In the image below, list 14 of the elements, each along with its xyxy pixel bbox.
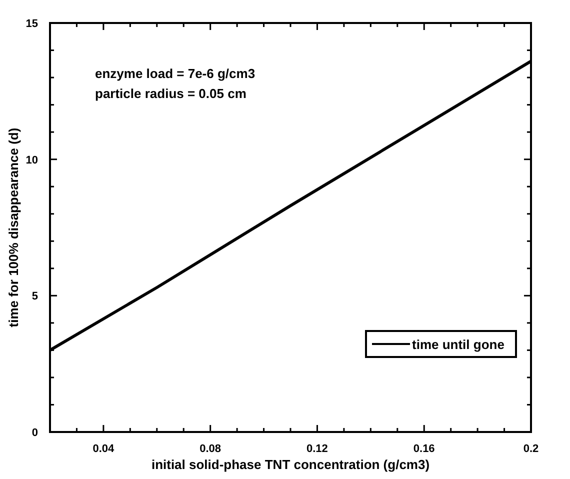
annotation: enzyme load = 7e-6 g/cm3 (95, 66, 256, 81)
x-tick-label: 0.12 (306, 443, 328, 455)
y-axis-title: time for 100% disappearance (d) (6, 128, 21, 328)
y-tick-label: 0 (32, 427, 38, 439)
y-tick-label: 5 (32, 290, 38, 303)
x-tick-label: 0.04 (92, 443, 116, 455)
x-axis-title: initial solid-phase TNT concentration (g/cm3) (151, 457, 430, 472)
annotation: particle radius = 0.05 cm (95, 86, 246, 101)
x-tick-label: 0.08 (200, 443, 222, 455)
x-tick-label: 0.2 (523, 443, 539, 455)
x-tick-label: 0.16 (413, 443, 435, 455)
legend-label: time until gone (412, 337, 504, 352)
y-tick-label: 15 (26, 18, 38, 30)
y-tick-label: 10 (26, 154, 38, 166)
